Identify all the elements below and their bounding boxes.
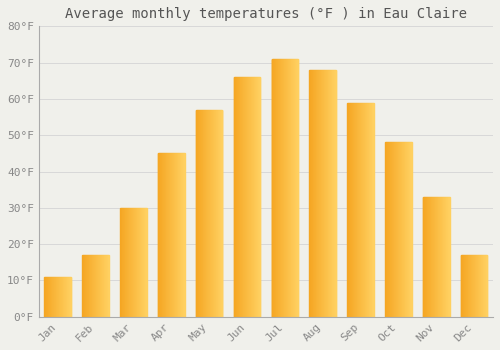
Title: Average monthly temperatures (°F ) in Eau Claire: Average monthly temperatures (°F ) in Ea… [65, 7, 467, 21]
